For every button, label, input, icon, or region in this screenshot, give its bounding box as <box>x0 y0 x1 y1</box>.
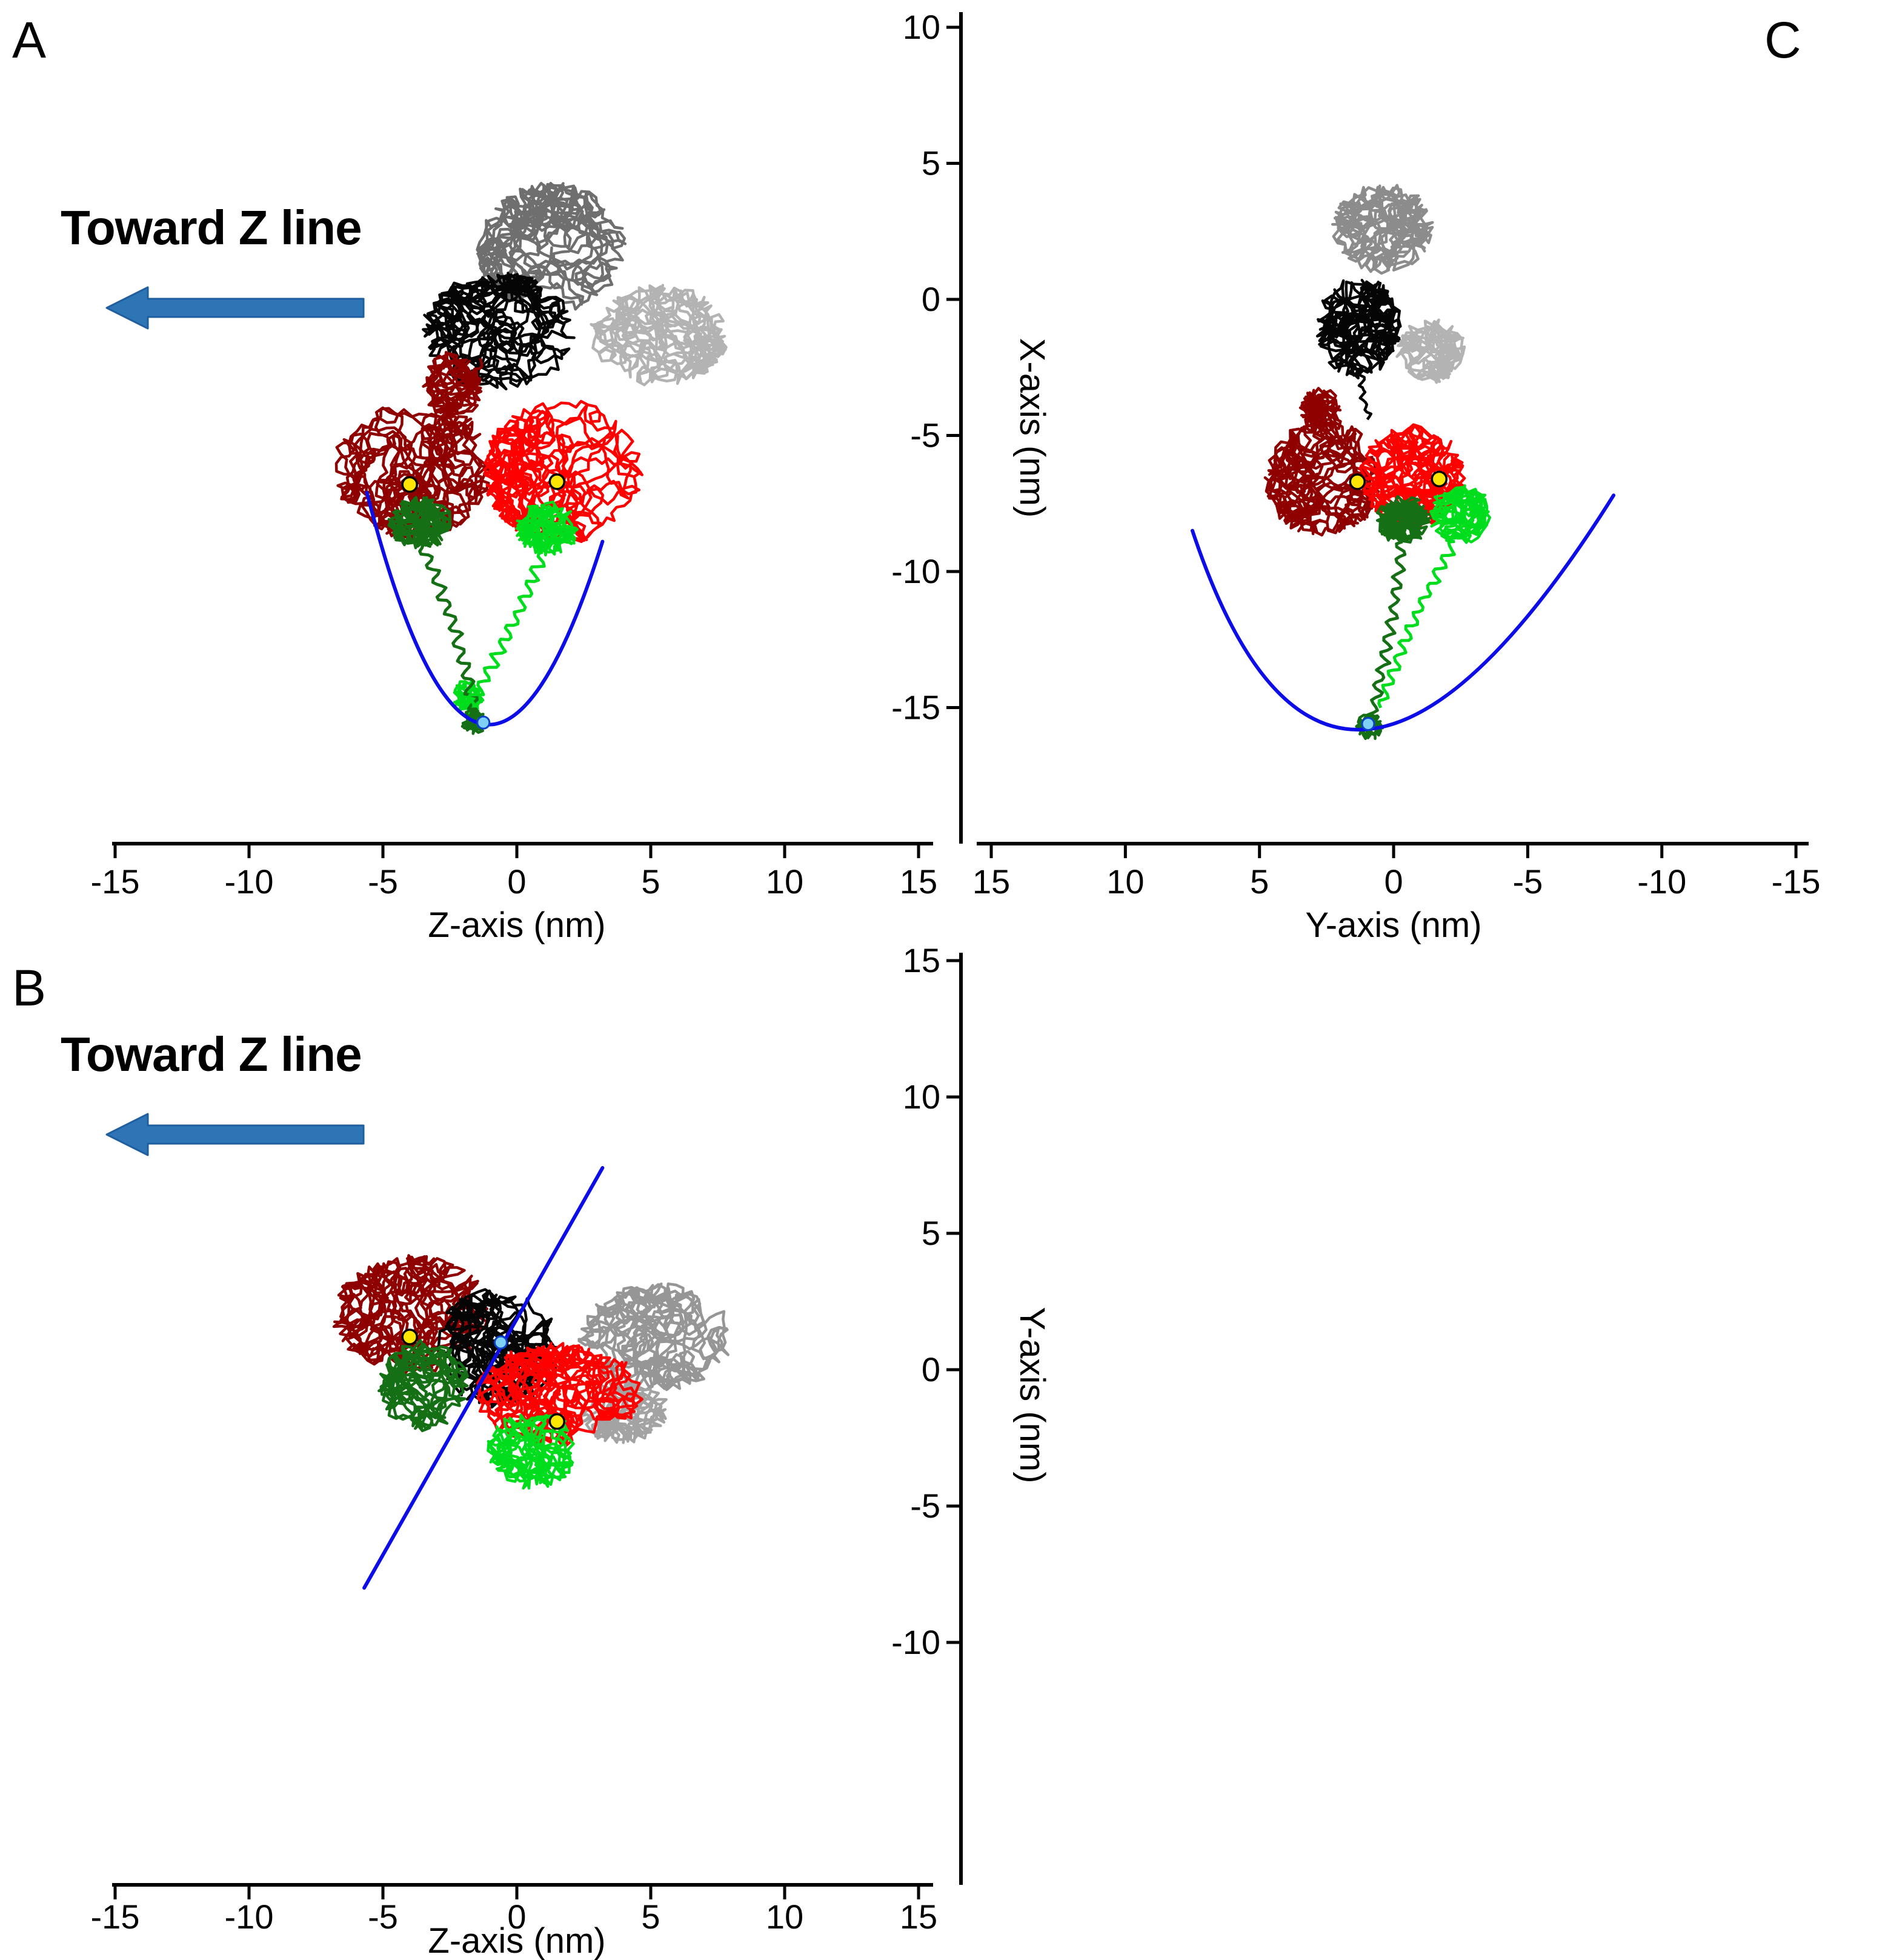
toward-z-line-arrow-a <box>105 286 365 330</box>
panel-a-x-tick-label: 0 <box>507 862 526 901</box>
panel-a-x-tick-label: 10 <box>766 862 803 901</box>
panel-c-x-axis-label: Y-axis (nm) <box>1305 905 1481 945</box>
panel-c-x-tick-label: 10 <box>1106 862 1144 901</box>
panel-b-x-tick-label: -5 <box>368 1898 398 1936</box>
panel-a-marker-1 <box>401 476 418 493</box>
panel-b-trace-green <box>487 1413 575 1490</box>
panel-b-path-curve <box>362 1166 605 1590</box>
panel-b-marker-1 <box>401 1328 418 1345</box>
panel-b-y-tick-label: 5 <box>922 1214 940 1252</box>
panel-a-y-axis-label: X-axis (nm) <box>1012 338 1052 518</box>
panel-b-y-tick-label: -10 <box>891 1623 940 1661</box>
panel-b-contact-dot <box>493 1335 508 1350</box>
panel-a-tail-darkgreen <box>418 546 479 713</box>
panel-c-trace-darkred <box>1263 421 1383 537</box>
panel-c-x-tick-label: 5 <box>1250 862 1269 901</box>
panel-c-tail-black <box>1357 369 1373 421</box>
panel-a-x-tick-label: 5 <box>641 862 660 901</box>
panel-a-x-tick-label: -5 <box>368 862 398 901</box>
panel-a-y-tick-label: -5 <box>910 416 940 455</box>
panel-b-marker-2 <box>548 1413 566 1430</box>
panel-c-trace-green <box>1429 484 1492 544</box>
panel-a-trace-green <box>515 500 579 557</box>
panel-a-y-tick-label: 10 <box>903 8 940 46</box>
panel-b-trace-darkgreen <box>377 1339 469 1433</box>
panel-b-x-axis-label: Z-axis (nm) <box>428 1921 605 1960</box>
panel-b-x-tick-label: -15 <box>91 1898 140 1936</box>
panel-c-x-tick-label: 15 <box>972 862 1010 901</box>
panel-a-x-tick-label: -15 <box>91 862 140 901</box>
panel-c-trace-black <box>1315 279 1402 380</box>
panel-label-a: A <box>12 12 47 68</box>
panel-b-x-tick-label: -10 <box>225 1898 274 1936</box>
panel-a-y-tick-label: -15 <box>891 688 940 727</box>
panel-c-contact-dot <box>1361 716 1375 731</box>
panel-b-x-tick-label: 10 <box>766 1898 803 1936</box>
panel-b-y-tick-label: -5 <box>910 1487 940 1525</box>
toward-z-line-arrow-b <box>105 1113 365 1156</box>
panel-c-marker-1 <box>1349 473 1366 490</box>
panel-b-x-tick-label: 0 <box>507 1898 526 1936</box>
panel-b-y-tick-label: 10 <box>903 1078 940 1116</box>
toward-z-line-label-b: Toward Z line <box>61 1027 362 1081</box>
panel-b-y-tick-label: 0 <box>922 1350 940 1388</box>
panel-a-x-axis-label: Z-axis (nm) <box>428 905 605 945</box>
panel-b-y-tick-label: 15 <box>903 941 940 979</box>
panel-label-b: B <box>12 959 47 1016</box>
panel-a-x-tick-label: 15 <box>900 862 937 901</box>
panel-c-x-tick-label: -5 <box>1513 862 1543 901</box>
panel-c-marker-2 <box>1431 470 1448 488</box>
panel-a-tail-green <box>467 550 546 707</box>
panel-c-trace-darkred-arm <box>1298 387 1342 441</box>
panel-a-trace-darkgreen <box>387 496 452 550</box>
panel-c-x-tick-label: -10 <box>1637 862 1686 901</box>
panel-b-y-axis-label: Y-axis (nm) <box>1012 1307 1052 1483</box>
panel-a-contact-dot <box>476 715 491 730</box>
toward-z-line-label-a: Toward Z line <box>61 201 362 255</box>
panel-a-y-tick-label: 0 <box>922 280 940 318</box>
panel-a-y-tick-label: 5 <box>922 144 940 182</box>
panel-a-tail-darkred <box>437 358 484 432</box>
panel-a-trace-darkred-arm <box>422 350 483 419</box>
panel-a-trace-lightgray <box>590 284 728 387</box>
panel-a-y-tick-label: -10 <box>891 552 940 590</box>
panel-c-trace-darkgreen <box>1375 495 1432 544</box>
panel-a-marker-2 <box>548 473 566 490</box>
panel-c-trace-lightgray <box>1395 318 1466 384</box>
panel-c-x-tick-label: -15 <box>1772 862 1821 901</box>
panel-a-trace-black <box>422 272 576 391</box>
panel-b-trace-gray <box>577 1282 730 1392</box>
panel-c-x-tick-label: 0 <box>1384 862 1403 901</box>
panel-c-trace-gray <box>1331 184 1434 275</box>
panel-b-trace-gray-patch <box>576 1378 668 1444</box>
panel-a-x-tick-label: -10 <box>225 862 274 901</box>
panel-a-trace-darkred <box>334 406 494 541</box>
panel-b-trace-red <box>476 1342 644 1447</box>
panel-b-x-tick-label: 15 <box>900 1898 937 1936</box>
panel-label-c: C <box>1764 12 1801 68</box>
panel-c-tail-darkgreen <box>1366 540 1407 718</box>
panel-b-x-tick-label: 5 <box>641 1898 660 1936</box>
panel-c-tail-green <box>1377 539 1456 708</box>
